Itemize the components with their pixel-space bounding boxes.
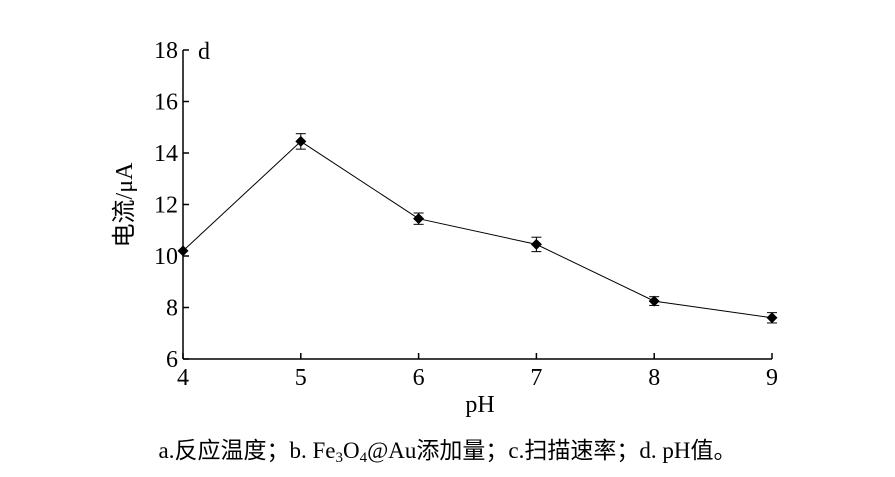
x-tick-label-2: 6 bbox=[413, 365, 425, 391]
caption-text-1: a.反应温度；b. Fe bbox=[158, 438, 336, 463]
figure-caption: a.反应温度；b. Fe3O4@Au添加量；c.扫描速率；d. pH值。 bbox=[0, 431, 895, 466]
y-tick-label-4: 14 bbox=[154, 141, 178, 167]
series-line-0 bbox=[182, 140, 773, 319]
panel-label: d bbox=[198, 39, 210, 65]
ticks: 6 8 10 12 14 16 18 4 5 6 7 8 9 bbox=[154, 38, 778, 391]
data-point-4 bbox=[648, 295, 660, 307]
axes bbox=[182, 50, 772, 360]
y-tick-label-5: 16 bbox=[154, 90, 178, 116]
y-tick-label-6: 18 bbox=[154, 38, 178, 64]
caption-text-2: O bbox=[342, 438, 360, 463]
chart: 6 8 10 12 14 16 18 4 5 6 7 8 9 d pH 电流/μA bbox=[111, 38, 778, 418]
data-point-5 bbox=[766, 312, 778, 324]
y-axis-label: 电流/μA bbox=[111, 162, 138, 248]
x-tick-label-3: 7 bbox=[530, 365, 542, 391]
x-axis-label: pH bbox=[465, 392, 494, 418]
caption-text-3: @Au添加量；c.扫描速率；d. pH值。 bbox=[367, 438, 737, 463]
y-tick-label-0: 6 bbox=[166, 347, 178, 373]
x-tick-label-4: 8 bbox=[648, 365, 660, 391]
x-tick-label-5: 9 bbox=[766, 365, 778, 391]
plot-area bbox=[177, 133, 778, 324]
y-tick-label-1: 8 bbox=[166, 296, 178, 322]
data-point-0 bbox=[177, 245, 189, 257]
x-tick-label-1: 5 bbox=[295, 365, 307, 391]
data-point-3 bbox=[530, 238, 542, 250]
data-point-2 bbox=[413, 213, 425, 225]
x-tick-label-0: 4 bbox=[177, 365, 189, 391]
data-point-1 bbox=[295, 135, 307, 147]
caption-subscript-1: 3 bbox=[335, 450, 343, 466]
y-tick-label-2: 10 bbox=[154, 244, 178, 270]
caption-subscript-2: 4 bbox=[359, 450, 368, 466]
y-tick-label-3: 12 bbox=[154, 193, 178, 219]
